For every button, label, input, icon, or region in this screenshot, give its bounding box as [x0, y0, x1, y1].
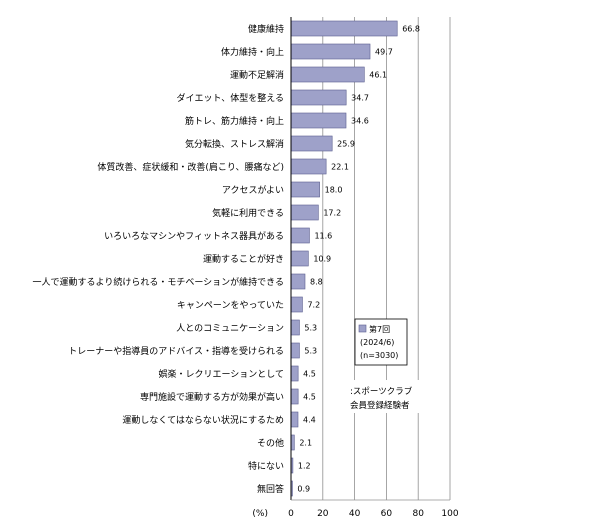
bar: [290, 342, 300, 359]
x-tick-label: 20: [317, 509, 329, 519]
category-label: 体質改善、症状緩和・改善(肩こり、腰痛など): [97, 161, 284, 173]
bar: [290, 319, 300, 336]
bar: [290, 250, 309, 267]
value-label: 4.4: [303, 416, 316, 425]
value-label: 8.8: [310, 278, 323, 287]
category-label: 気分転換、ストレス解消: [185, 138, 284, 150]
value-label: 18.0: [325, 186, 343, 195]
bars: [290, 20, 398, 497]
category-label: 娯楽・レクリエーションとして: [158, 368, 284, 380]
bar: [290, 89, 347, 106]
value-label: 0.9: [297, 485, 310, 494]
bar: [290, 388, 299, 405]
x-tick-label: 80: [412, 509, 424, 519]
category-label: 特にない: [248, 460, 284, 472]
value-label: 49.7: [375, 48, 393, 57]
note-line-1: :スポーツクラブ: [350, 386, 413, 397]
value-label: 34.6: [351, 117, 369, 126]
category-labels: 健康維持体力維持・向上運動不足解消ダイエット、体型を整える筋トレ、筋力維持・向上…: [33, 23, 284, 495]
x-tick-label: 60: [381, 509, 393, 519]
value-labels: 66.8 49.7 46.1 34.7 34.6 25.9 22.1 18.0 17.2 11.6…: [297, 25, 420, 494]
legend-label: 第7回: [369, 324, 390, 334]
note-line-2: 会員登録経験者: [350, 400, 410, 411]
category-label: 健康維持: [248, 23, 284, 35]
value-label: 17.2: [323, 209, 341, 218]
value-label: 4.5: [303, 370, 316, 379]
category-label: トレーナーや指導員のアドバイス・指導を受けられる: [68, 345, 284, 357]
category-label: アクセスがよい: [222, 184, 284, 196]
category-label: 無回答: [257, 483, 284, 495]
x-tick-label: 40: [349, 509, 361, 519]
category-label: その他: [257, 437, 284, 449]
bar: [290, 273, 306, 290]
gridlines: [322, 17, 451, 500]
legend-date: (2024/6): [360, 338, 394, 347]
bar: [290, 43, 371, 60]
x-tick-label: 0: [288, 509, 294, 519]
note: :スポーツクラブ 会員登録経験者: [345, 380, 429, 413]
bar: [290, 20, 398, 37]
bar: [290, 112, 347, 129]
category-label: 専門施設で運動する方が効果が高い: [140, 391, 284, 403]
x-axis: (%) 0 20 40 60 80 100: [252, 17, 459, 519]
category-label: 気軽に利用できる: [212, 207, 284, 219]
bar: [290, 181, 320, 198]
value-label: 10.9: [313, 255, 331, 264]
value-label: 46.1: [369, 71, 387, 80]
legend: 第7回 (2024/6) (n=3030): [354, 318, 408, 366]
x-tick-label: 100: [441, 509, 458, 519]
category-label: いろいろなマシンやフィットネス器具がある: [104, 230, 284, 242]
bar: [290, 227, 310, 244]
value-label: 11.6: [314, 232, 332, 241]
value-label: 5.3: [304, 324, 317, 333]
bar: [290, 434, 295, 451]
bar: [290, 158, 327, 175]
unit-label: (%): [252, 509, 268, 519]
value-label: 25.9: [337, 140, 355, 149]
value-label: 2.1: [299, 439, 312, 448]
category-label: 筋トレ、筋力維持・向上: [185, 115, 284, 127]
value-label: 7.2: [307, 301, 320, 310]
category-label: ダイエット、体型を整える: [177, 92, 284, 104]
bar: [290, 365, 299, 382]
bar: [290, 296, 303, 313]
bar: [290, 135, 333, 152]
legend-n: (n=3030): [360, 351, 398, 360]
bar: [290, 411, 299, 428]
category-label: 運動することが好き: [203, 253, 284, 265]
value-label: 66.8: [402, 25, 420, 34]
value-label: 22.1: [331, 163, 349, 172]
category-label: 運動不足解消: [230, 69, 284, 81]
bar: [290, 204, 319, 221]
value-label: 34.7: [351, 94, 369, 103]
bar: [290, 66, 365, 83]
category-label: キャンペーンをやっていた: [177, 300, 284, 311]
category-label: 運動しなくてはならない状況にするため: [122, 414, 284, 426]
value-label: 5.3: [304, 347, 317, 356]
category-label: 体力維持・向上: [221, 46, 284, 58]
category-label: 人とのコミュニケーション: [176, 323, 284, 334]
legend-swatch: [358, 324, 367, 333]
category-label: 一人で運動するより続けられる・モチベーションが維持できる: [33, 276, 284, 288]
value-label: 1.2: [298, 462, 311, 471]
value-label: 4.5: [303, 393, 316, 402]
